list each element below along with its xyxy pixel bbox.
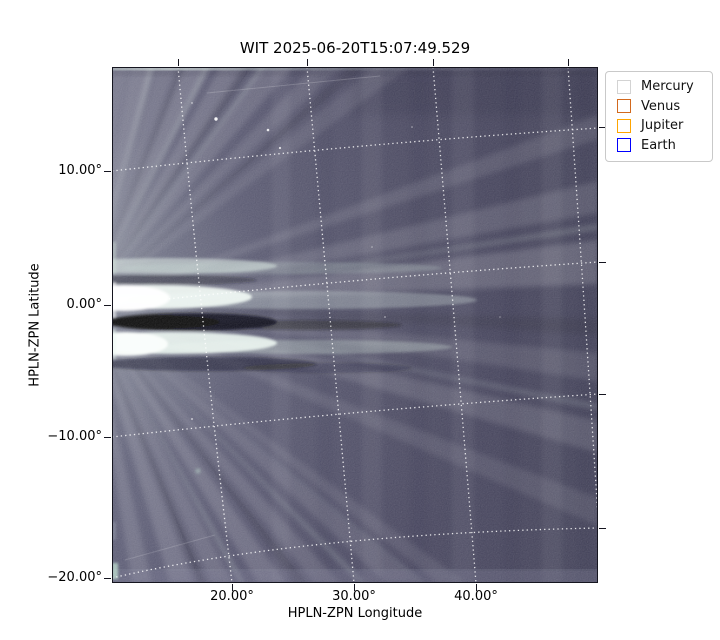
legend: Mercury Venus Jupiter Earth [605, 71, 713, 162]
noise-overlay [112, 67, 598, 583]
x-tick-label-40: 40.00° [454, 589, 498, 604]
tick-mark [178, 59, 179, 66]
legend-item-mercury: Mercury [606, 77, 712, 97]
jupiter-marker-icon [617, 118, 631, 133]
tick-mark [232, 584, 233, 591]
tick-mark [599, 262, 606, 263]
y-tick-label-neg20: −20.00° [47, 570, 102, 585]
tick-mark [104, 437, 111, 438]
tick-mark [568, 59, 569, 66]
mercury-marker-icon [617, 79, 631, 94]
tick-mark [354, 584, 355, 591]
gridline-lon-30 [306, 66, 355, 584]
legend-item-jupiter: Jupiter [606, 116, 712, 136]
x-axis-label: HPLN-ZPN Longitude [287, 606, 423, 621]
tick-mark [599, 394, 606, 395]
legend-label: Venus [641, 98, 681, 114]
tick-mark [599, 127, 606, 128]
tick-mark [433, 59, 434, 66]
y-tick-label-neg10: −10.00° [47, 429, 102, 444]
tick-mark [307, 59, 308, 66]
axes-frame [112, 67, 598, 583]
y-axis-label: HPLN-ZPN Latitude [27, 263, 43, 387]
gridline-lat-neg10 [111, 393, 599, 438]
x-tick-label-30: 30.00° [332, 589, 376, 604]
legend-label: Earth [641, 137, 676, 153]
gridline-lon-50 [567, 66, 599, 518]
x-tick-label-20: 20.00° [210, 589, 254, 604]
gridline-lat-10 [111, 127, 599, 172]
tick-mark [104, 171, 111, 172]
tick-mark [104, 578, 111, 579]
tick-mark [599, 528, 606, 529]
legend-item-earth: Earth [606, 136, 712, 156]
y-tick-label-0: 0.00° [66, 297, 102, 312]
earth-marker-icon [617, 138, 631, 153]
gridline-lon-20 [177, 66, 233, 584]
sky-image [52, 66, 599, 584]
gridline-lon-40 [432, 66, 477, 584]
tick-mark [476, 584, 477, 591]
plot-area [52, 66, 599, 584]
venus-marker-icon [617, 99, 631, 114]
coordinate-grid [111, 66, 599, 584]
gridline-lat-0 [111, 261, 599, 306]
gridline-lat-neg20 [111, 527, 599, 579]
legend-label: Jupiter [641, 118, 684, 134]
legend-label: Mercury [641, 79, 694, 95]
legend-item-venus: Venus [606, 97, 712, 117]
plot-title: WIT 2025-06-20T15:07:49.529 [239, 39, 471, 57]
tick-mark [104, 305, 111, 306]
y-tick-label-10: 10.00° [58, 163, 102, 178]
